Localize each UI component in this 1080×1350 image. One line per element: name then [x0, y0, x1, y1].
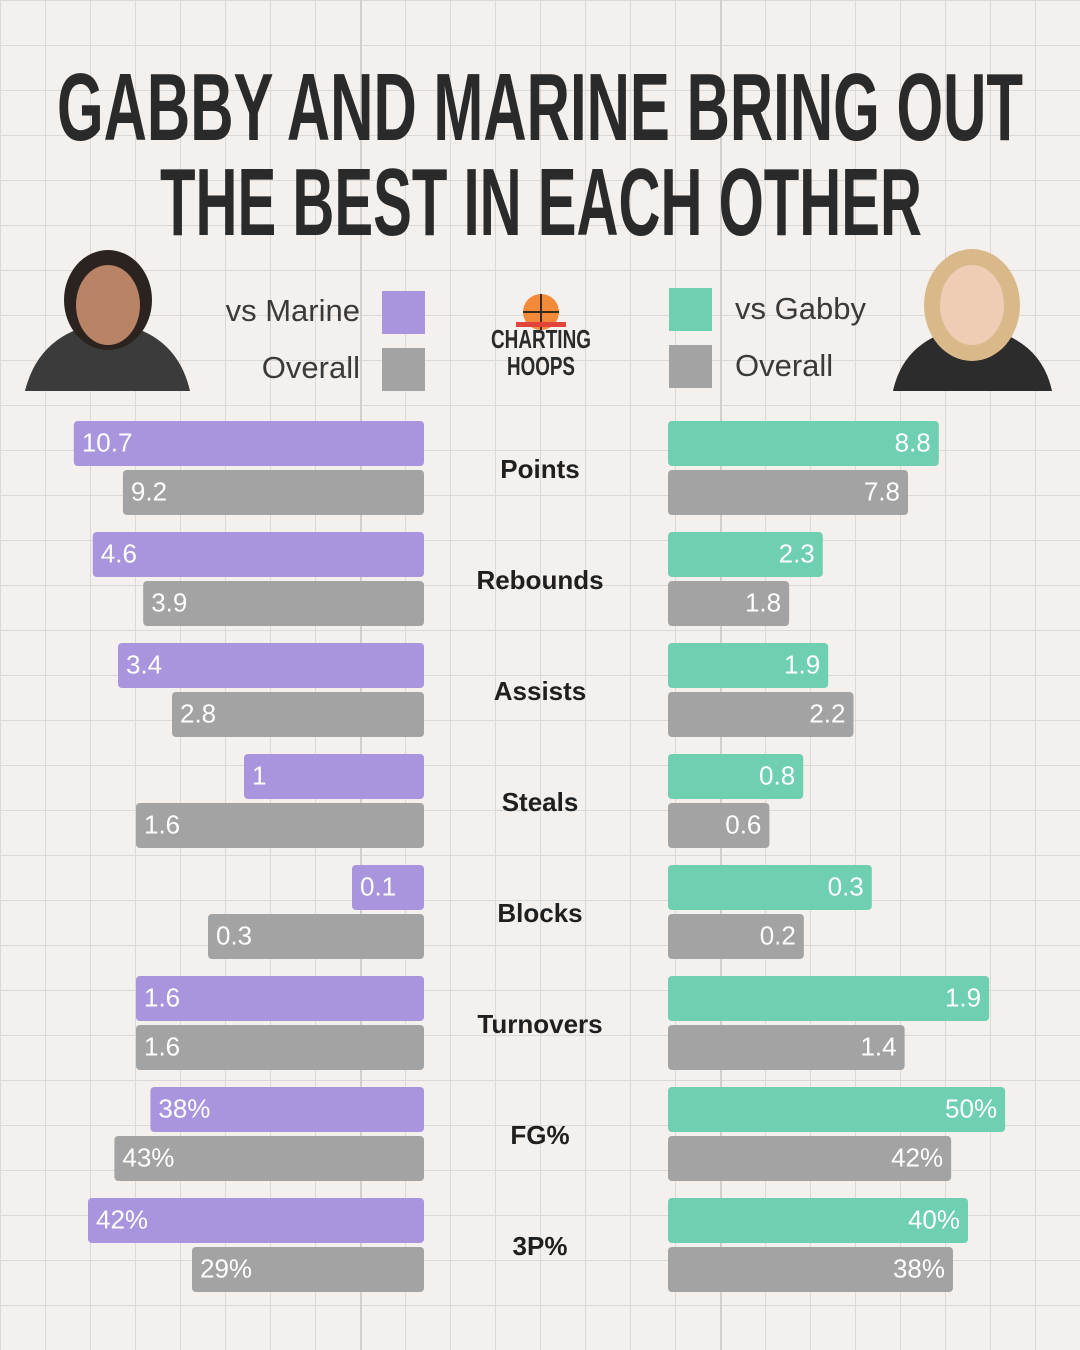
bar [668, 803, 770, 848]
bar [136, 976, 424, 1021]
player-photo [893, 249, 1052, 391]
category-label: Points [500, 454, 579, 484]
value-label: 1.4 [860, 1031, 896, 1061]
legend-label: vs Gabby [735, 291, 866, 326]
bar [668, 470, 908, 515]
value-label: 9.2 [131, 476, 167, 506]
value-label: 1.6 [144, 982, 180, 1012]
value-label: 42% [96, 1204, 148, 1234]
bar [668, 532, 823, 577]
bar [668, 1025, 905, 1070]
bar [172, 692, 424, 737]
bar [668, 865, 872, 910]
value-label: 0.6 [725, 809, 761, 839]
value-label: 1.8 [745, 587, 781, 617]
logo: CHARTING HOOPS [491, 294, 591, 381]
bar [73, 421, 425, 466]
bar [668, 581, 790, 626]
category-label: 3P% [513, 1231, 568, 1261]
value-label: 38% [893, 1253, 945, 1283]
bar [88, 1198, 424, 1243]
legend-label: Overall [262, 350, 360, 385]
bar [143, 581, 424, 626]
value-label: 50% [945, 1093, 997, 1123]
value-label: 1 [252, 760, 266, 790]
bar [668, 754, 804, 799]
legend-label: Overall [735, 348, 833, 383]
value-label: 8.8 [895, 427, 931, 457]
value-label: 10.7 [82, 427, 133, 457]
value-label: 38% [158, 1093, 210, 1123]
category-label: Steals [502, 787, 579, 817]
bar [118, 643, 424, 688]
bar [244, 754, 424, 799]
value-label: 0.3 [828, 871, 864, 901]
bar [92, 532, 425, 577]
value-label: 0.1 [360, 871, 396, 901]
legend-swatch [669, 288, 712, 331]
bar [352, 865, 424, 910]
bar [136, 1025, 424, 1070]
category-label: Rebounds [476, 565, 603, 595]
legend-swatch [382, 291, 425, 334]
bar [122, 470, 424, 515]
bar [668, 1136, 952, 1181]
bar [150, 1087, 424, 1132]
player-photo [25, 250, 190, 391]
chart-title: THE BEST IN EACH OTHER [160, 149, 922, 256]
bar [668, 1247, 953, 1292]
legend-swatch [382, 348, 425, 391]
bar [208, 914, 424, 959]
bar [114, 1136, 425, 1181]
bar [668, 914, 804, 959]
bar [668, 976, 990, 1021]
value-label: 7.8 [864, 476, 900, 506]
value-label: 0.8 [759, 760, 795, 790]
value-label: 1.9 [945, 982, 981, 1012]
bar [668, 643, 829, 688]
value-label: 43% [122, 1142, 174, 1172]
value-label: 0.2 [760, 920, 796, 950]
bar [192, 1247, 424, 1292]
value-label: 1.6 [144, 1031, 180, 1061]
value-label: 0.3 [216, 920, 252, 950]
category-label: FG% [510, 1120, 569, 1150]
value-label: 1.9 [784, 649, 820, 679]
bar [668, 1198, 968, 1243]
value-label: 3.9 [151, 587, 187, 617]
value-label: 3.4 [126, 649, 162, 679]
brand-text: HOOPS [507, 351, 575, 381]
category-label: Turnovers [477, 1009, 602, 1039]
value-label: 42% [891, 1142, 943, 1172]
bar [668, 421, 939, 466]
bar [136, 803, 424, 848]
legend-swatch [669, 345, 712, 388]
category-label: Assists [494, 676, 587, 706]
brand-text: CHARTING [491, 324, 591, 354]
value-label: 4.6 [101, 538, 137, 568]
value-label: 40% [908, 1204, 960, 1234]
bar [668, 692, 854, 737]
bar [668, 1087, 1006, 1132]
value-label: 1.6 [144, 809, 180, 839]
value-label: 2.3 [779, 538, 815, 568]
value-label: 2.2 [809, 698, 845, 728]
value-label: 2.8 [180, 698, 216, 728]
chart-title: GABBY AND MARINE BRING OUT [57, 54, 1023, 161]
legend-label: vs Marine [226, 293, 360, 328]
category-label: Blocks [497, 898, 582, 928]
value-label: 29% [200, 1253, 252, 1283]
